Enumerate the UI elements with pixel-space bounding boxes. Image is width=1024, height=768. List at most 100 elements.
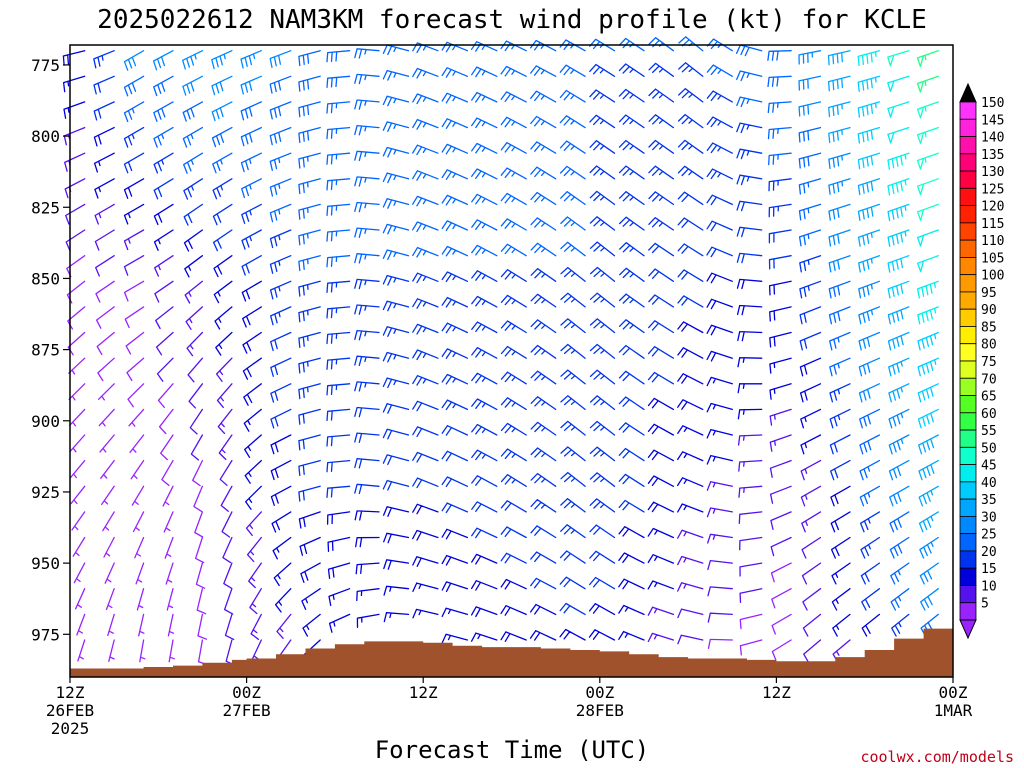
colorbar-label: 70 (981, 372, 997, 387)
x-tick-label: 2025 (51, 719, 90, 738)
wind-barb (298, 511, 321, 529)
wind-barb (183, 152, 204, 174)
wind-barb (706, 272, 733, 284)
wind-barb (589, 89, 616, 103)
wind-barb (648, 139, 675, 154)
wind-barb (530, 90, 557, 103)
wind-barb (192, 459, 204, 487)
wind-barb (803, 639, 822, 663)
wind-barb (382, 121, 410, 132)
wind-barb (917, 331, 939, 351)
wind-barb (706, 402, 733, 413)
wind-barb (354, 48, 380, 59)
wind-barb (412, 582, 439, 593)
wind-barb (830, 459, 851, 481)
wind-barb (441, 143, 469, 155)
wind-barb (800, 485, 822, 507)
x-tick-label: 1MAR (934, 701, 973, 720)
wind-barb (326, 126, 351, 140)
wind-barb (857, 50, 881, 67)
wind-barb (249, 588, 262, 615)
wind-barb (240, 101, 262, 121)
wind-barb (269, 203, 292, 223)
wind-barb (798, 101, 822, 117)
wind-barb (241, 178, 262, 199)
wind-barb (298, 101, 321, 118)
wind-barb (184, 255, 204, 278)
wind-barb (859, 434, 881, 455)
wind-barb (246, 536, 262, 563)
wind-barb (193, 485, 204, 513)
wind-barb (769, 331, 792, 348)
wind-barb (155, 331, 174, 356)
wind-barb (471, 449, 498, 462)
wind-barb (412, 323, 439, 335)
wind-barb (298, 331, 321, 348)
wind-barb (799, 280, 822, 299)
wind-barb (441, 220, 469, 232)
wind-barb (326, 229, 351, 242)
wind-barb (648, 268, 675, 282)
wind-barb (326, 331, 351, 345)
wind-barb (194, 536, 205, 564)
wind-barb (706, 454, 733, 465)
wind-barb (470, 632, 498, 642)
wind-barb (802, 613, 822, 637)
colorbar-swatch (959, 377, 977, 396)
wind-barb (441, 450, 469, 462)
wind-barb (648, 37, 675, 52)
wind-barb (857, 75, 881, 92)
wind-barb (770, 536, 792, 557)
colorbar-swatch (959, 602, 977, 621)
wind-barb (269, 75, 292, 94)
wind-barb (588, 603, 616, 616)
colorbar-swatch (959, 395, 977, 414)
wind-barb (215, 331, 233, 356)
wind-barb (827, 75, 851, 92)
wind-barb (73, 562, 86, 584)
wind-barb (298, 50, 321, 67)
wind-barb (767, 75, 792, 88)
wind-barb (770, 562, 792, 583)
wind-barb (62, 50, 86, 66)
x-tick-label: 12Z (56, 683, 85, 702)
wind-barb (589, 140, 616, 154)
wind-barb (736, 122, 763, 134)
colorbar-swatch (959, 567, 977, 586)
y-axis: 775 800 825 850 875 900 925 950 975 (31, 56, 70, 644)
wind-barb (222, 536, 233, 564)
wind-barb (676, 477, 704, 487)
wind-barb (298, 383, 321, 400)
wind-barb (243, 408, 262, 432)
wind-barb (300, 562, 321, 583)
wind-barb (530, 319, 557, 334)
wind-barb (471, 270, 498, 282)
wind-barb (269, 101, 292, 120)
wind-barb (735, 44, 763, 57)
wind-barb (354, 99, 380, 110)
wind-barb (736, 96, 763, 108)
wind-barb (471, 475, 498, 487)
wind-barb (250, 613, 262, 640)
wind-barb (559, 115, 586, 129)
colorbar-swatch (959, 170, 977, 189)
wind-barb (647, 346, 675, 359)
wind-barb (771, 613, 792, 635)
wind-barb (161, 459, 174, 487)
wind-barb (530, 421, 557, 436)
wind-barb (167, 613, 175, 637)
wind-barb (560, 318, 586, 334)
x-tick-label: 27FEB (223, 701, 271, 720)
wind-barb (529, 630, 557, 641)
wind-barb (214, 306, 233, 330)
wind-barb (62, 75, 86, 93)
wind-barb (500, 91, 527, 103)
wind-barb (76, 613, 86, 636)
wind-barb (647, 632, 675, 643)
wind-barb (242, 306, 262, 328)
wind-barb (500, 500, 527, 513)
colorbar-swatch (959, 343, 977, 362)
wind-barb (560, 524, 586, 539)
colorbar-label: 125 (981, 182, 1004, 197)
wind-barb (412, 503, 439, 515)
